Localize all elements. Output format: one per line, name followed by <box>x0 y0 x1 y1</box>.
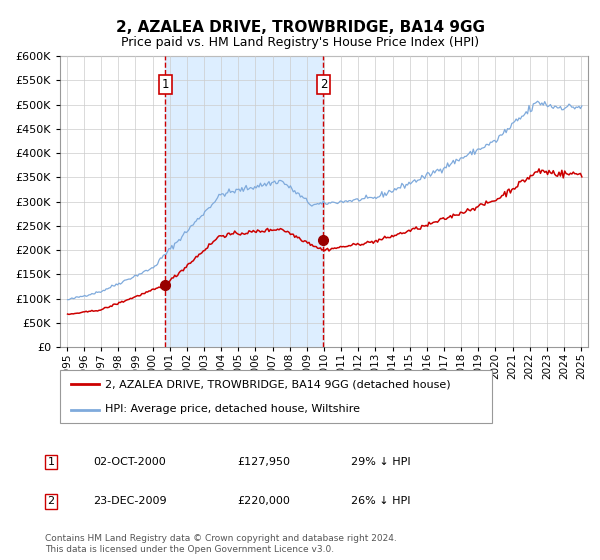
Text: £220,000: £220,000 <box>237 496 290 506</box>
Text: 2: 2 <box>320 78 327 91</box>
Text: 29% ↓ HPI: 29% ↓ HPI <box>351 457 410 467</box>
Bar <box>166 56 323 347</box>
Text: £127,950: £127,950 <box>237 457 290 467</box>
Text: Price paid vs. HM Land Registry's House Price Index (HPI): Price paid vs. HM Land Registry's House … <box>121 36 479 49</box>
Text: 2, AZALEA DRIVE, TROWBRIDGE, BA14 9GG (detached house): 2, AZALEA DRIVE, TROWBRIDGE, BA14 9GG (d… <box>106 380 451 390</box>
Text: 23-DEC-2009: 23-DEC-2009 <box>93 496 167 506</box>
Text: 26% ↓ HPI: 26% ↓ HPI <box>351 496 410 506</box>
Text: 1: 1 <box>161 78 169 91</box>
Text: 02-OCT-2000: 02-OCT-2000 <box>93 457 166 467</box>
Text: This data is licensed under the Open Government Licence v3.0.: This data is licensed under the Open Gov… <box>45 545 334 554</box>
Text: Contains HM Land Registry data © Crown copyright and database right 2024.: Contains HM Land Registry data © Crown c… <box>45 534 397 543</box>
Text: 1: 1 <box>47 457 55 467</box>
Text: 2: 2 <box>47 496 55 506</box>
Text: HPI: Average price, detached house, Wiltshire: HPI: Average price, detached house, Wilt… <box>106 404 361 414</box>
Text: 2, AZALEA DRIVE, TROWBRIDGE, BA14 9GG: 2, AZALEA DRIVE, TROWBRIDGE, BA14 9GG <box>115 20 485 35</box>
